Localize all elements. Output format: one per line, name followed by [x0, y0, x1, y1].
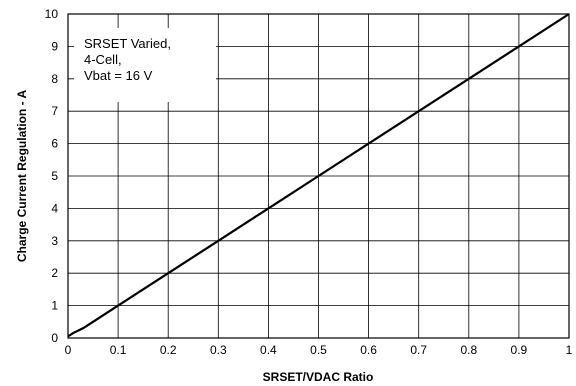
annotation-line-1: SRSET Varied, — [84, 36, 171, 51]
y-tick-label: 9 — [51, 39, 58, 53]
y-tick-label: 1 — [51, 299, 58, 313]
x-tick-label: 0.2 — [160, 343, 177, 357]
y-axis-ticks: 0 1 2 3 4 5 6 7 8 9 10 — [45, 7, 59, 345]
x-axis-ticks: 0 0.1 0.2 0.3 0.4 0.5 0.6 0.7 0.8 0.9 1 — [65, 343, 573, 357]
y-tick-label: 3 — [51, 234, 58, 248]
y-tick-label: 0 — [51, 331, 58, 345]
series-line — [67, 13, 570, 338]
x-tick-label: 0.3 — [210, 343, 227, 357]
plot-area-frame — [67, 13, 570, 339]
y-tick-label: 8 — [51, 72, 58, 86]
y-tick-label: 2 — [51, 266, 58, 280]
y-tick-label: 7 — [51, 104, 58, 118]
annotation-box — [74, 28, 216, 102]
x-tick-label: 0.7 — [410, 343, 427, 357]
y-axis-title: Charge Current Regulation - A — [15, 90, 29, 263]
y-tick-label: 10 — [45, 7, 59, 21]
y-tick-label: 4 — [51, 201, 58, 215]
annotation-line-3: Vbat = 16 V — [84, 68, 153, 83]
y-tick-label: 5 — [51, 169, 58, 183]
x-tick-label: 0.5 — [310, 343, 327, 357]
x-axis-title: SRSET/VDAC Ratio — [263, 370, 374, 384]
series-layer — [67, 13, 570, 338]
x-tick-label: 0 — [65, 343, 72, 357]
x-tick-label: 0.1 — [110, 343, 127, 357]
x-tick-label: 0.9 — [511, 343, 528, 357]
annotation-line-2: 4-Cell, — [84, 52, 122, 67]
y-tick-label: 6 — [51, 137, 58, 151]
x-tick-label: 0.4 — [260, 343, 277, 357]
x-tick-label: 1 — [566, 343, 573, 357]
x-tick-label: 0.8 — [460, 343, 477, 357]
x-tick-label: 0.6 — [360, 343, 377, 357]
